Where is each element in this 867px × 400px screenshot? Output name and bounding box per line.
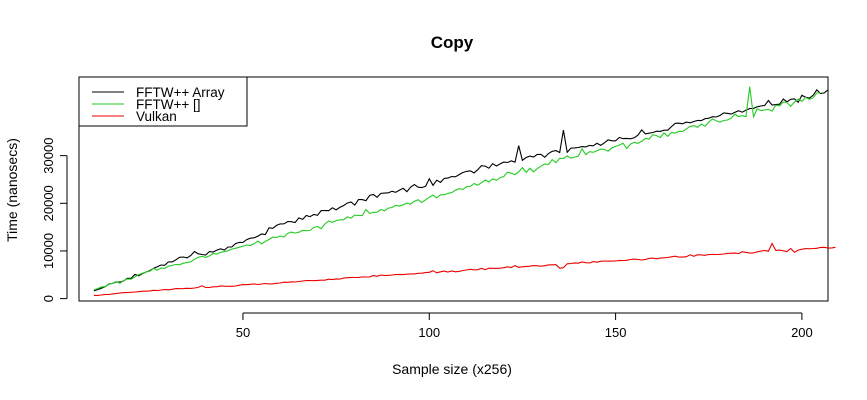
series-line-vulkan [93, 242, 836, 296]
legend-box [78, 76, 248, 127]
x-axis: 50 100 150 200 [236, 312, 813, 340]
x-tick-label: 150 [605, 325, 627, 340]
y-tick-label: 10000 [41, 233, 56, 269]
x-tick-label: 200 [791, 325, 813, 340]
chart-title: Copy [431, 33, 474, 52]
legend-label-fftw-array: FFTW++ Array [136, 85, 225, 100]
series-line-fftw [93, 86, 821, 291]
y-tick-label: 30000 [41, 138, 56, 174]
series-lines [93, 86, 836, 296]
y-tick-label: 20000 [41, 185, 56, 221]
legend-label-vulkan: Vulkan [136, 109, 177, 124]
plot-frame [78, 76, 829, 302]
y-tick-label: 0 [41, 295, 56, 302]
x-axis-label: Sample size (x256) [392, 361, 512, 377]
series-line-fftw-array [93, 89, 829, 292]
x-tick-label: 100 [418, 325, 440, 340]
legend-label-fftw-bracket: FFTW++ [] [136, 97, 201, 112]
y-axis: 0 10000 20000 30000 [41, 138, 68, 302]
legend: FFTW++ Array FFTW++ [] Vulkan [78, 76, 248, 127]
x-tick-label: 50 [236, 325, 250, 340]
y-axis-label: Time (nanosecs) [4, 138, 20, 242]
